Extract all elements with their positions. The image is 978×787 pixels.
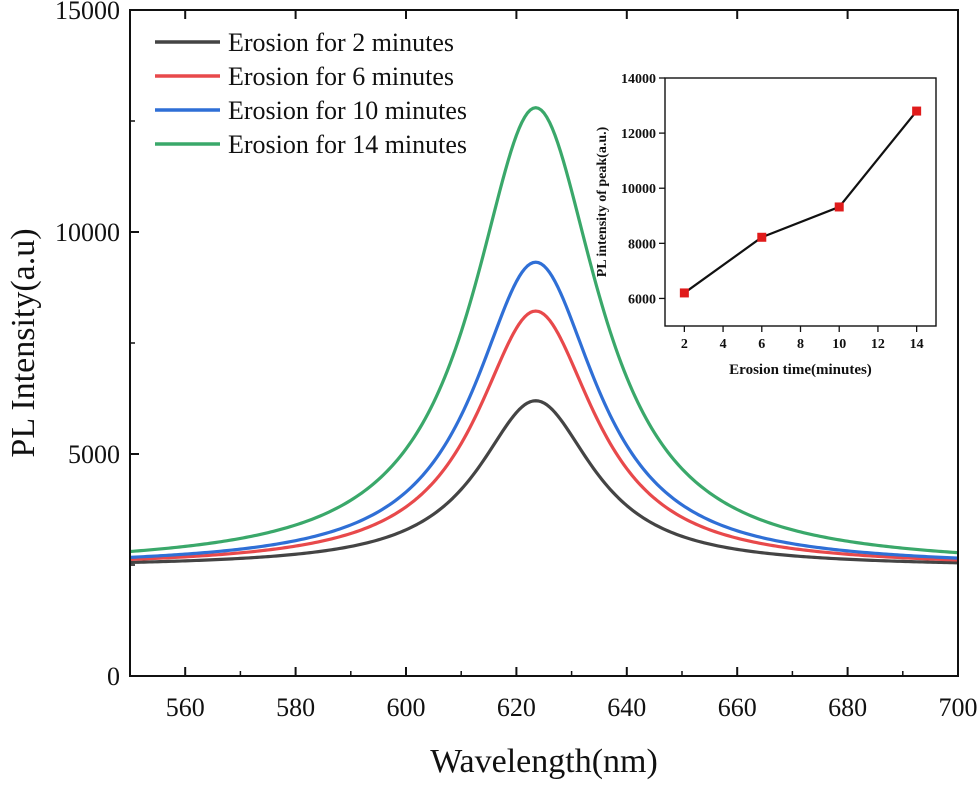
inset-frame (664, 77, 937, 327)
x-tick-label: 700 (939, 693, 978, 722)
inset-point-3 (834, 202, 844, 212)
x-tick-label: 660 (718, 693, 757, 722)
inset-y-tick-label: 6000 (628, 292, 656, 307)
x-tick-label: 620 (497, 693, 536, 722)
legend-label-2: Erosion for 6 minutes (228, 62, 454, 91)
inset-series-line (683, 110, 918, 294)
series-line-4 (129, 106, 959, 555)
x-tick-label: 680 (828, 693, 867, 722)
legend-label-3: Erosion for 10 minutes (228, 96, 467, 125)
inset-point-4 (912, 106, 922, 116)
y-tick-label: 15000 (55, 0, 120, 25)
inset-x-tick-label: 4 (720, 337, 727, 352)
inset-y-tick-label: 12000 (621, 127, 656, 142)
inset-x-tick-label: 2 (681, 337, 688, 352)
inset-x-tick-label: 6 (758, 337, 765, 352)
inset-x-tick-label: 14 (910, 337, 924, 352)
x-tick-label: 600 (387, 693, 426, 722)
x-tick-label: 560 (166, 693, 205, 722)
inset-y-tick-label: 8000 (628, 237, 656, 252)
inset-point-2 (757, 232, 767, 242)
y-axis-label: PL Intensity(a.u) (5, 228, 42, 457)
legend-label-4: Erosion for 14 minutes (228, 130, 467, 159)
series-line-1 (129, 399, 959, 565)
inset-y-axis-label: PL intensity of peak(a.u.) (595, 126, 610, 277)
main-plot: 560 580 600 620 640 660 680 700 0 5000 10000 15000 W… (5, 0, 978, 780)
x-tick-label: 640 (607, 693, 646, 722)
y-tick-label: 0 (107, 662, 120, 691)
inset-point-1 (679, 288, 689, 298)
inset-x-tick-label: 8 (797, 337, 804, 352)
inset-y-tick-label: 14000 (621, 72, 656, 87)
legend-label-1: Erosion for 2 minutes (228, 28, 454, 57)
inset-plot: 2 4 6 8 10 12 14 6000 8000 10000 12000 14000 Erosion… (595, 72, 937, 378)
y-tick-label: 5000 (68, 440, 120, 469)
inset-x-tick-label: 12 (871, 337, 885, 352)
y-tick-label: 10000 (55, 218, 120, 247)
x-axis-label: Wavelength(nm) (430, 743, 658, 780)
series-line-2 (129, 309, 959, 562)
x-tick-label: 580 (276, 693, 315, 722)
inset-x-tick-label: 10 (832, 337, 846, 352)
inset-x-axis-label: Erosion time(minutes) (729, 362, 872, 378)
inset-y-tick-label: 10000 (621, 182, 656, 197)
series-line-3 (129, 260, 959, 560)
